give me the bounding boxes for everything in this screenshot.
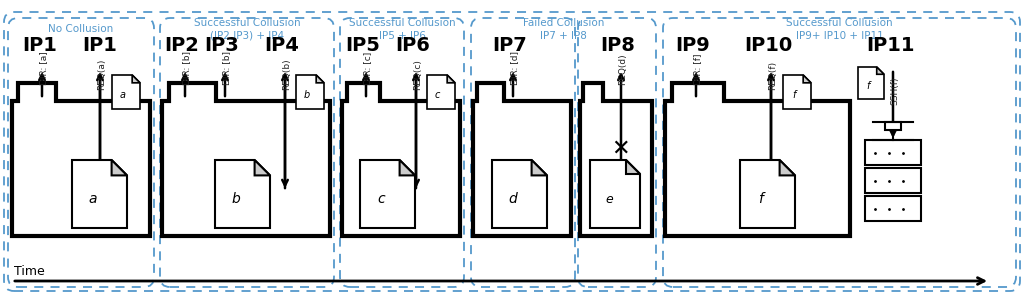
Polygon shape — [665, 83, 850, 236]
Text: IP5: IP5 — [345, 36, 381, 55]
Polygon shape — [779, 160, 795, 175]
Polygon shape — [72, 160, 127, 228]
Text: a: a — [89, 192, 97, 206]
Polygon shape — [112, 75, 140, 109]
Text: Time: Time — [14, 265, 45, 278]
Polygon shape — [626, 160, 640, 174]
Text: DIR: [d]: DIR: [d] — [511, 51, 519, 85]
Text: REQ(b): REQ(b) — [283, 58, 292, 90]
Text: b: b — [231, 192, 241, 206]
Text: a: a — [120, 90, 126, 100]
Bar — [865, 140, 921, 165]
Polygon shape — [427, 75, 455, 109]
Bar — [865, 168, 921, 193]
Text: Failed Collusion: Failed Collusion — [523, 18, 604, 28]
Text: f: f — [866, 81, 869, 91]
Text: Successful Collusion: Successful Collusion — [194, 18, 300, 28]
Text: ✕: ✕ — [611, 139, 631, 159]
Text: REQ(d): REQ(d) — [618, 53, 628, 85]
Text: f: f — [792, 90, 796, 100]
Polygon shape — [590, 160, 640, 228]
Text: No Collusion: No Collusion — [48, 24, 114, 34]
Polygon shape — [877, 67, 884, 74]
Bar — [865, 196, 921, 221]
Polygon shape — [803, 75, 811, 83]
Text: IP2: IP2 — [165, 36, 200, 55]
Polygon shape — [740, 160, 795, 228]
Polygon shape — [360, 160, 415, 228]
Polygon shape — [112, 160, 127, 175]
Text: IP6: IP6 — [395, 36, 430, 55]
Polygon shape — [215, 160, 270, 228]
Text: IP5 + IP6: IP5 + IP6 — [379, 31, 425, 41]
Polygon shape — [492, 160, 547, 228]
Polygon shape — [316, 75, 324, 83]
Text: IP3: IP3 — [205, 36, 240, 55]
Polygon shape — [12, 83, 150, 236]
Text: DIR: [b]: DIR: [b] — [182, 51, 191, 85]
Polygon shape — [473, 83, 571, 236]
Polygon shape — [447, 75, 455, 83]
Polygon shape — [255, 160, 270, 175]
Polygon shape — [399, 160, 415, 175]
Polygon shape — [580, 83, 652, 236]
Text: DIR: [b]: DIR: [b] — [222, 51, 231, 85]
Text: IP10: IP10 — [743, 36, 793, 55]
Text: Successful Collusion: Successful Collusion — [349, 18, 456, 28]
Text: IP1: IP1 — [83, 36, 118, 55]
Polygon shape — [858, 67, 884, 99]
Text: DIR: [f]: DIR: [f] — [693, 54, 702, 85]
Polygon shape — [783, 75, 811, 109]
Text: REQ(c): REQ(c) — [414, 59, 423, 90]
Text: e: e — [605, 193, 613, 206]
Bar — [885, 122, 901, 130]
Polygon shape — [296, 75, 324, 109]
Text: d: d — [509, 192, 517, 206]
Polygon shape — [531, 160, 547, 175]
Text: DIR: [c]: DIR: [c] — [364, 52, 373, 85]
Polygon shape — [132, 75, 140, 83]
Text: IP8: IP8 — [600, 36, 636, 55]
Text: c: c — [377, 192, 385, 206]
Text: Successful Collusion: Successful Collusion — [786, 18, 893, 28]
Text: IP9: IP9 — [676, 36, 711, 55]
Text: b: b — [303, 90, 310, 100]
Text: c: c — [435, 90, 440, 100]
Text: IP7: IP7 — [493, 36, 527, 55]
Text: IP9+ IP10 + IP11: IP9+ IP10 + IP11 — [796, 31, 884, 41]
Polygon shape — [162, 83, 330, 236]
Polygon shape — [342, 83, 460, 236]
Text: IP1: IP1 — [23, 36, 57, 55]
Text: IP7 + IP8: IP7 + IP8 — [540, 31, 587, 41]
Text: SSH(f): SSH(f) — [891, 76, 899, 105]
Text: f: f — [759, 192, 763, 206]
Text: REQ(a): REQ(a) — [97, 59, 106, 90]
Text: DIR: [a]: DIR: [a] — [40, 51, 48, 85]
Text: (IP2,IP3) + IP4: (IP2,IP3) + IP4 — [210, 31, 284, 41]
Text: IP11: IP11 — [865, 36, 914, 55]
Text: IP4: IP4 — [264, 36, 299, 55]
Text: REQ(f): REQ(f) — [768, 61, 777, 90]
